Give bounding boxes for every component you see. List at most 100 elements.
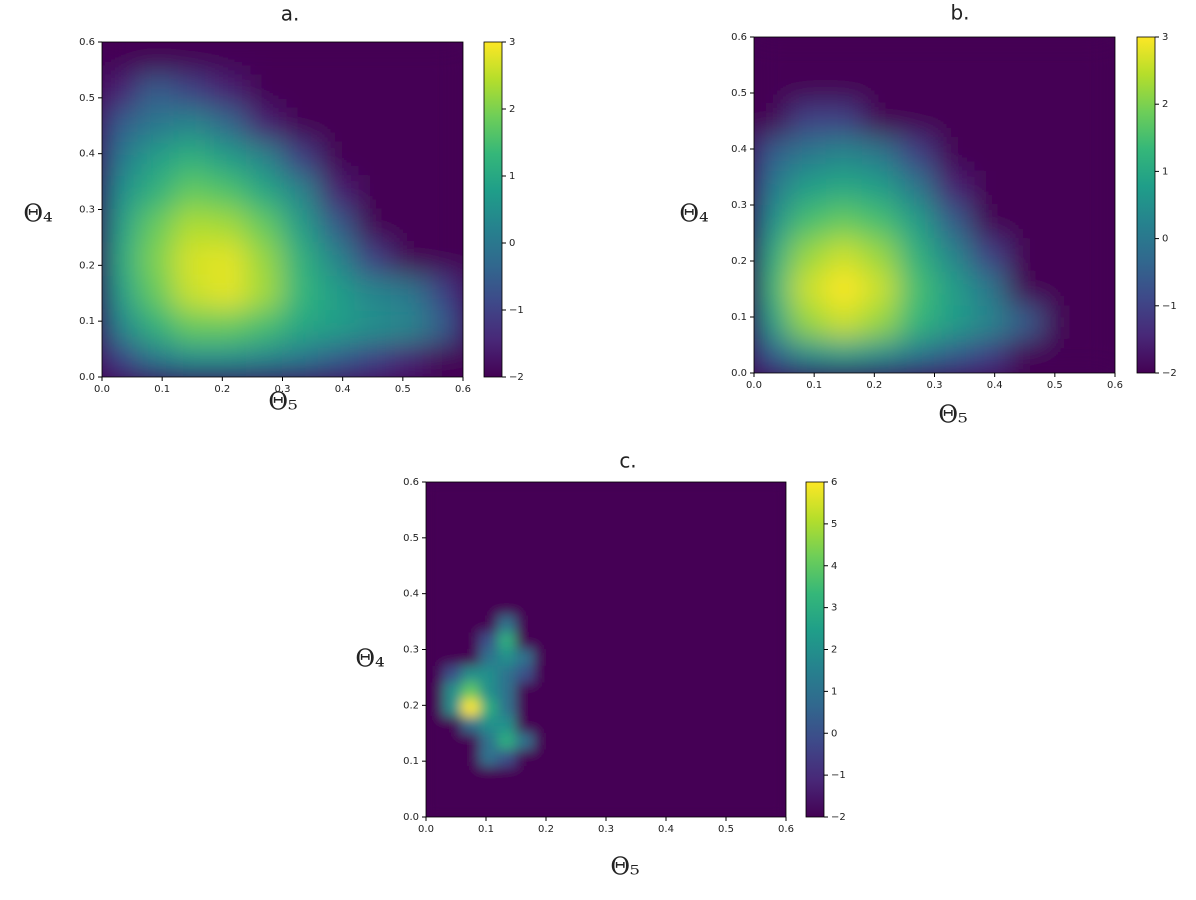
heatmap-cell <box>587 548 607 567</box>
heatmap-cell <box>605 482 625 500</box>
heatmap-cell <box>137 42 175 76</box>
heatmap-cell <box>479 682 499 701</box>
x-tick-label: 0.3 <box>927 380 943 391</box>
heatmap-cell <box>533 582 553 600</box>
heatmap-cell <box>102 75 139 110</box>
heatmap-cell <box>569 799 589 817</box>
heatmap-cell <box>767 482 786 500</box>
heatmap-cell <box>569 515 589 533</box>
heatmap-cell <box>209 276 247 311</box>
colorbar-tick-label: 5 <box>831 519 837 530</box>
x-axis-label: Θ₅ <box>938 401 967 429</box>
heatmap-cell <box>282 42 320 76</box>
heatmap-cell <box>551 799 571 817</box>
x-tick-label: 0.2 <box>214 384 230 395</box>
heatmap-cell <box>587 732 607 751</box>
heatmap-cell <box>479 749 499 768</box>
heatmap-cell <box>137 209 175 244</box>
heatmap-cell <box>443 548 463 567</box>
heatmap-cell <box>426 343 463 377</box>
heatmap-cell <box>551 649 571 667</box>
heatmap-cell <box>209 75 247 110</box>
heatmap-cell <box>318 209 356 244</box>
heatmap-cell <box>713 716 733 734</box>
heatmap-cell <box>587 632 607 650</box>
heatmap-cell <box>461 515 481 533</box>
heatmap-cell <box>767 582 786 600</box>
x-tick-label: 0.4 <box>335 384 351 395</box>
heatmap-cell <box>569 498 589 516</box>
heatmap-cell <box>641 565 661 583</box>
heatmap-cell <box>641 649 661 667</box>
heatmap-cell <box>641 615 661 634</box>
heatmap-cell <box>461 632 481 650</box>
heatmap-cell <box>479 565 499 583</box>
colorbar-tick-label: 1 <box>831 686 837 697</box>
heatmap-cell <box>695 783 715 801</box>
heatmap-cell <box>426 309 463 344</box>
heatmap-cell <box>426 799 445 817</box>
heatmap-cell <box>426 75 463 110</box>
heatmap-cell <box>587 783 607 801</box>
y-axis-label: Θ₄ <box>23 200 52 228</box>
heatmap-cell <box>551 498 571 516</box>
heatmap-cell <box>390 42 428 76</box>
heatmap-cell <box>587 699 607 717</box>
heatmap-cell <box>497 632 517 650</box>
heatmap-cell <box>551 749 571 768</box>
heatmap-cell <box>623 565 643 583</box>
heatmap-cell <box>533 799 553 817</box>
heatmap-cell <box>551 598 571 617</box>
y-tick-label: 0.6 <box>79 37 95 48</box>
y-tick-label: 0.5 <box>731 88 747 99</box>
heatmap-cell <box>318 75 356 110</box>
heatmap-cell <box>551 766 571 784</box>
heatmap-cell <box>354 108 392 143</box>
heatmap-cell <box>569 615 589 634</box>
x-tick-label: 0.4 <box>658 824 674 835</box>
heatmap-cell <box>479 699 499 717</box>
heatmap-cell <box>659 783 679 801</box>
heatmap-cell <box>641 749 661 768</box>
heatmap-cell <box>461 582 481 600</box>
heatmap-cell <box>426 582 445 600</box>
heatmap-cell <box>461 766 481 784</box>
heatmap-cell <box>605 732 625 751</box>
heatmap-cell <box>677 665 697 684</box>
heatmap-cell <box>1078 70 1115 105</box>
heatmap-cell <box>1006 37 1044 72</box>
heatmap-cell <box>641 582 661 600</box>
heatmap-cell <box>497 766 517 784</box>
x-tick-label: 0.5 <box>1047 380 1063 391</box>
heatmap-cell <box>749 649 769 667</box>
heatmap-cell <box>934 103 972 139</box>
heatmap-cell <box>533 699 553 717</box>
heatmap-cell <box>515 632 535 650</box>
heatmap-cell <box>173 276 211 311</box>
heatmap-cell <box>695 582 715 600</box>
heatmap-cell <box>569 783 589 801</box>
heatmap-cell <box>677 531 697 550</box>
heatmap-cell <box>173 343 211 377</box>
heatmap-cell <box>587 565 607 583</box>
heatmap-cell <box>695 665 715 684</box>
heatmap-cell <box>749 582 769 600</box>
heatmap-cell <box>623 682 643 701</box>
heatmap-cell <box>695 598 715 617</box>
heatmap-cell <box>461 783 481 801</box>
heatmap-cell <box>731 716 751 734</box>
heatmap <box>754 37 1115 373</box>
heatmap-cell <box>497 682 517 701</box>
heatmap-cell <box>695 799 715 817</box>
heatmap-cell <box>551 565 571 583</box>
heatmap-cell <box>426 242 463 277</box>
heatmap-cell <box>443 799 463 817</box>
y-tick-label: 0.5 <box>403 533 419 544</box>
heatmap-cell <box>825 170 863 206</box>
heatmap-cell <box>209 175 247 210</box>
heatmap-cell <box>443 582 463 600</box>
heatmap-cell <box>515 649 535 667</box>
heatmap-cell <box>677 682 697 701</box>
heatmap-cell <box>677 732 697 751</box>
heatmap-cell <box>695 682 715 701</box>
